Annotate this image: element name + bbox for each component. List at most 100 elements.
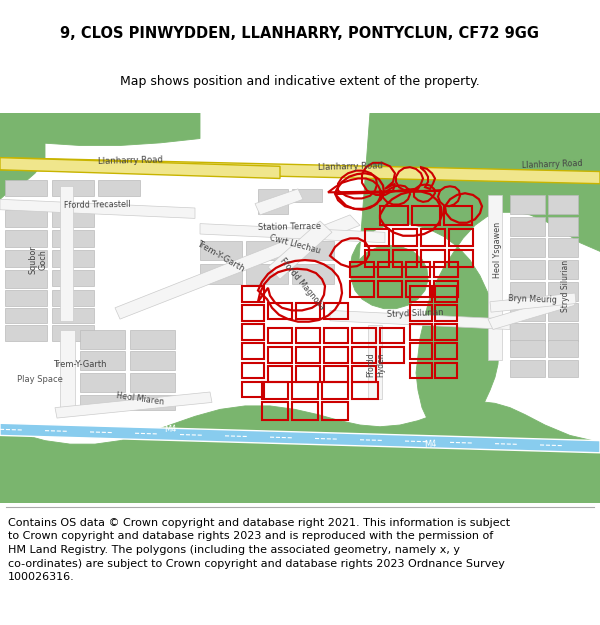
Bar: [5, 210, 47, 227]
Bar: [130, 351, 175, 370]
Bar: [444, 206, 472, 226]
Bar: [242, 324, 264, 340]
Bar: [421, 229, 445, 246]
Bar: [130, 329, 175, 349]
Bar: [324, 347, 348, 362]
Bar: [292, 241, 334, 260]
Bar: [510, 304, 545, 321]
Bar: [410, 305, 432, 321]
Polygon shape: [0, 112, 200, 146]
Bar: [242, 305, 264, 321]
Bar: [246, 241, 288, 260]
Polygon shape: [330, 311, 510, 329]
Bar: [52, 291, 94, 306]
Bar: [200, 241, 242, 260]
Bar: [292, 382, 318, 399]
Bar: [510, 282, 545, 301]
Text: M4: M4: [164, 424, 176, 434]
Bar: [510, 217, 545, 236]
Bar: [322, 382, 348, 399]
Bar: [258, 204, 288, 214]
Bar: [52, 229, 94, 247]
Bar: [324, 366, 348, 382]
Bar: [435, 362, 457, 378]
Bar: [246, 264, 288, 284]
Bar: [296, 347, 320, 362]
Bar: [412, 206, 440, 226]
Polygon shape: [0, 112, 45, 199]
Bar: [52, 325, 94, 341]
Text: Heol Ysgawen: Heol Ysgawen: [493, 222, 502, 278]
Bar: [98, 180, 140, 196]
Polygon shape: [255, 189, 303, 215]
Bar: [52, 210, 94, 227]
Bar: [292, 189, 322, 202]
Bar: [378, 262, 402, 278]
Polygon shape: [60, 186, 73, 321]
Bar: [548, 260, 578, 279]
Bar: [380, 328, 404, 343]
Text: Trem-Y-Garth: Trem-Y-Garth: [194, 239, 245, 273]
Polygon shape: [0, 401, 600, 503]
Bar: [352, 382, 378, 399]
Bar: [378, 281, 402, 296]
Polygon shape: [0, 158, 280, 179]
Text: Ffordd
Hyden: Ffordd Hyden: [366, 352, 386, 376]
Bar: [296, 366, 320, 382]
Bar: [5, 271, 47, 288]
Bar: [352, 328, 376, 343]
Bar: [80, 329, 125, 349]
Polygon shape: [60, 329, 75, 408]
Polygon shape: [0, 199, 195, 218]
Text: Contains OS data © Crown copyright and database right 2021. This information is : Contains OS data © Crown copyright and d…: [8, 518, 510, 582]
Bar: [449, 229, 473, 246]
Bar: [393, 249, 417, 267]
Bar: [510, 324, 545, 341]
Polygon shape: [268, 221, 332, 279]
Bar: [510, 238, 545, 258]
Bar: [548, 304, 578, 321]
Polygon shape: [560, 112, 600, 164]
Bar: [52, 308, 94, 324]
Bar: [5, 180, 47, 196]
Bar: [435, 286, 457, 302]
Bar: [548, 238, 578, 258]
Bar: [258, 189, 288, 202]
Bar: [350, 262, 374, 278]
Bar: [242, 343, 264, 359]
Text: Ffordd Trecastell: Ffordd Trecastell: [64, 199, 130, 209]
Bar: [242, 362, 264, 378]
Bar: [242, 382, 264, 398]
Polygon shape: [0, 158, 600, 184]
Bar: [80, 373, 125, 392]
Bar: [365, 229, 389, 246]
Bar: [380, 206, 408, 226]
Bar: [548, 282, 578, 301]
Polygon shape: [488, 295, 575, 329]
Text: Trem-Y-Garth: Trem-Y-Garth: [53, 360, 107, 369]
Bar: [322, 402, 348, 420]
Bar: [548, 340, 578, 357]
Polygon shape: [490, 293, 576, 312]
Bar: [268, 366, 292, 382]
Bar: [350, 281, 374, 296]
Bar: [292, 264, 334, 284]
Text: Stryd Silurian: Stryd Silurian: [386, 308, 443, 319]
Bar: [296, 328, 320, 343]
Bar: [406, 262, 430, 278]
Text: Stryd Silurian: Stryd Silurian: [560, 260, 569, 312]
Polygon shape: [200, 224, 385, 243]
Text: Squbor
Goch: Squbor Goch: [28, 246, 48, 274]
Bar: [292, 402, 318, 420]
Bar: [268, 304, 292, 319]
Bar: [410, 324, 432, 340]
Polygon shape: [115, 215, 360, 319]
Bar: [421, 249, 445, 267]
Bar: [5, 249, 47, 267]
Bar: [5, 291, 47, 306]
Bar: [52, 180, 94, 196]
Bar: [435, 305, 457, 321]
Polygon shape: [368, 325, 382, 399]
Bar: [548, 360, 578, 378]
Bar: [200, 264, 242, 284]
